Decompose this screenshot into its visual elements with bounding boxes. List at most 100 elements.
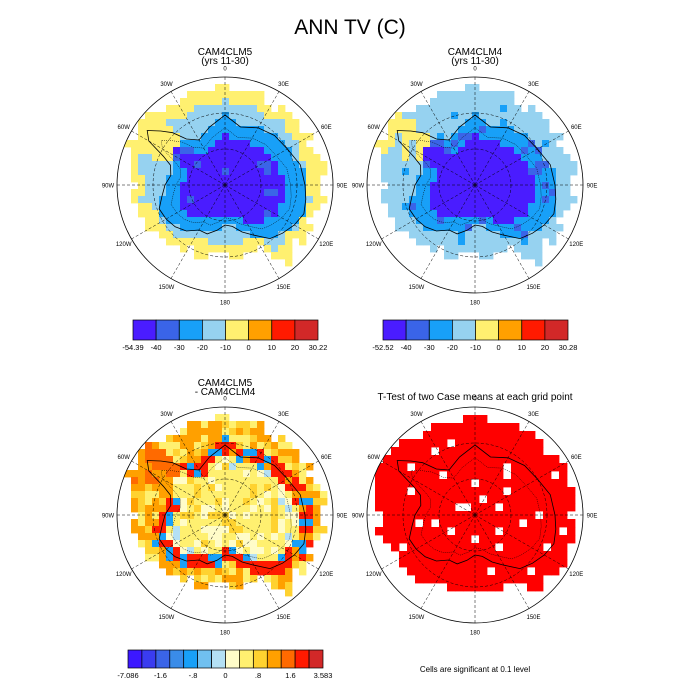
grid-cell bbox=[416, 231, 424, 239]
grid-cell bbox=[487, 455, 496, 464]
longitude-label: 90E bbox=[337, 514, 348, 520]
grid-cell bbox=[306, 533, 314, 541]
grid-cell bbox=[187, 210, 195, 218]
grid-cell bbox=[208, 477, 216, 485]
grid-cell bbox=[430, 154, 438, 162]
grid-cell bbox=[222, 196, 230, 204]
grid-cell bbox=[215, 435, 223, 443]
grid-cell bbox=[292, 463, 300, 471]
grid-cell bbox=[208, 126, 216, 134]
grid-cell bbox=[173, 484, 181, 492]
grid-cell bbox=[201, 168, 209, 176]
grid-cell bbox=[201, 238, 209, 246]
grid-cell bbox=[383, 479, 392, 488]
grid-cell bbox=[257, 161, 265, 169]
grid-cell bbox=[388, 140, 396, 148]
grid-cell bbox=[215, 491, 223, 499]
grid-cell bbox=[570, 168, 578, 176]
grid-cell bbox=[447, 551, 456, 560]
grid-cell bbox=[444, 231, 452, 239]
grid-cell bbox=[472, 238, 480, 246]
grid-cell bbox=[463, 487, 472, 496]
grid-cell bbox=[194, 98, 202, 106]
grid-cell bbox=[486, 133, 494, 141]
grid-cell bbox=[222, 175, 230, 183]
grid-cell bbox=[180, 547, 188, 555]
grid-cell bbox=[444, 126, 452, 134]
grid-cell bbox=[479, 154, 487, 162]
grid-cell bbox=[180, 182, 188, 190]
grid-cell bbox=[194, 105, 202, 113]
colorbar-tick-label: 30.28 bbox=[559, 343, 578, 352]
colorbar-swatch bbox=[308, 649, 324, 669]
grid-cell bbox=[173, 470, 181, 478]
grid-cell bbox=[201, 154, 209, 162]
grid-cell bbox=[215, 463, 223, 471]
grid-cell bbox=[229, 533, 237, 541]
grid-cell bbox=[166, 554, 174, 562]
grid-cell bbox=[229, 554, 237, 562]
grid-cell bbox=[514, 196, 522, 204]
difference-field bbox=[124, 414, 328, 597]
grid-cell bbox=[173, 449, 181, 457]
grid-cell bbox=[306, 175, 314, 183]
grid-cell bbox=[388, 189, 396, 197]
grid-cell bbox=[201, 435, 209, 443]
grid-cell bbox=[479, 463, 488, 472]
map-boundary bbox=[366, 76, 584, 294]
grid-cell bbox=[479, 189, 487, 197]
grid-cell bbox=[320, 196, 328, 204]
grid-cell bbox=[173, 168, 181, 176]
grid-cell bbox=[243, 421, 251, 429]
grid-cell bbox=[271, 203, 279, 211]
longitude-label: 120E bbox=[319, 572, 333, 578]
grid-cell bbox=[159, 140, 167, 148]
grid-cell bbox=[229, 224, 237, 232]
grid-cell bbox=[138, 196, 146, 204]
grid-cell bbox=[229, 463, 237, 471]
grid-cell bbox=[472, 119, 480, 127]
grid-cell bbox=[514, 112, 522, 120]
grid-cell bbox=[486, 245, 494, 253]
grid-cell bbox=[487, 583, 496, 592]
grid-cell bbox=[458, 140, 466, 148]
grid-cell bbox=[479, 439, 488, 448]
longitude-label: 120W bbox=[366, 242, 382, 248]
grid-cell bbox=[250, 189, 258, 197]
grid-cell bbox=[152, 449, 160, 457]
meridian-line bbox=[170, 91, 226, 186]
grid-cell bbox=[320, 168, 328, 176]
grid-cell bbox=[257, 196, 265, 204]
grid-cell bbox=[201, 463, 209, 471]
grid-cell bbox=[521, 238, 529, 246]
grid-cell bbox=[559, 519, 568, 528]
grid-cell bbox=[138, 203, 146, 211]
grid-cell bbox=[399, 439, 408, 448]
grid-cell bbox=[236, 428, 244, 436]
grid-cell bbox=[514, 133, 522, 141]
grid-cell bbox=[451, 154, 459, 162]
grid-cell bbox=[507, 133, 515, 141]
grid-cell bbox=[465, 154, 473, 162]
grid-cell bbox=[567, 487, 576, 496]
grid-cell bbox=[138, 147, 146, 155]
grid-cell bbox=[306, 147, 314, 155]
grid-cell bbox=[285, 224, 293, 232]
grid-cell bbox=[194, 449, 202, 457]
grid-cell bbox=[159, 154, 167, 162]
grid-cell bbox=[402, 182, 410, 190]
grid-cell bbox=[423, 133, 431, 141]
colorbar-swatch bbox=[253, 649, 268, 669]
longitude-label: 150E bbox=[276, 285, 290, 291]
grid-cell bbox=[201, 568, 209, 576]
grid-cell bbox=[285, 133, 293, 141]
longitude-label: 150E bbox=[526, 285, 540, 291]
grid-cell bbox=[479, 112, 487, 120]
grid-cell bbox=[194, 224, 202, 232]
grid-cell bbox=[431, 439, 440, 448]
grid-cell bbox=[243, 519, 251, 527]
grid-cell bbox=[236, 554, 244, 562]
grid-cell bbox=[208, 175, 216, 183]
grid-cell bbox=[486, 238, 494, 246]
grid-cell bbox=[264, 126, 272, 134]
